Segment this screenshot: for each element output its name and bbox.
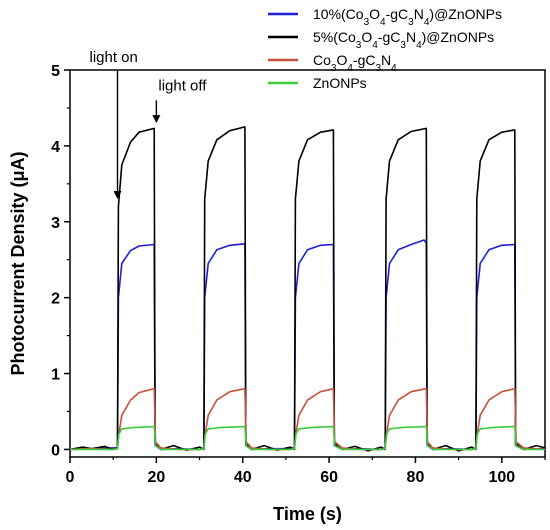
y-tick-label: 0 (51, 442, 60, 459)
x-tick-label: 100 (488, 469, 515, 486)
plot-area (69, 69, 546, 458)
subscript: 4 (424, 17, 430, 28)
legend-text-part: N (406, 29, 416, 45)
subscript: 4 (391, 63, 397, 74)
x-axis: 0 20 40 60 80 100 (66, 457, 546, 486)
series-line-3 (69, 387, 546, 451)
legend: 10%(Co3O4-gC3N4)@ZnONPs5%(Co3O4-gC3N4)@Z… (268, 6, 502, 91)
legend-text-part: -gC (378, 29, 401, 45)
subscript: 3 (408, 17, 414, 28)
series-line-2 (69, 126, 546, 452)
legend-text-part: O (369, 6, 380, 22)
x-tick-label: 60 (320, 469, 338, 486)
subscript: 3 (375, 63, 381, 74)
x-tick-label: 80 (407, 469, 425, 486)
series-group (69, 126, 546, 452)
legend-text-part: )@ZnONPs (422, 29, 495, 45)
y-tick-label: 1 (51, 367, 60, 384)
legend-text-part: -gC (386, 6, 409, 22)
light-off-label: light off (158, 77, 207, 94)
y-tick-label: 3 (51, 215, 60, 232)
legend-text-part: 10%(Co (313, 6, 364, 22)
legend-text-part: ZnONPs (313, 75, 367, 91)
subscript: 3 (400, 40, 406, 51)
subscript: 4 (380, 17, 386, 28)
y-axis-title: Photocurrent Density (μA) (8, 151, 28, 375)
x-tick-label: 20 (147, 469, 165, 486)
light-off-arrow-head (152, 115, 161, 124)
subscript: 4 (416, 40, 422, 51)
legend-text-part: )@ZnONPs (429, 6, 502, 22)
legend-text-part: O (336, 52, 347, 68)
legend-text-part: N (381, 52, 391, 68)
subscript: 3 (331, 63, 337, 74)
light-on-arrow-head (113, 191, 122, 199)
subscript: 4 (372, 40, 378, 51)
legend-text-part: 5%(Co (313, 29, 356, 45)
legend-label-4: ZnONPs (313, 75, 367, 91)
legend-text-part: N (414, 6, 424, 22)
legend-text-part: Co (313, 52, 331, 68)
legend-text-part: O (361, 29, 372, 45)
series-line-4 (70, 425, 545, 451)
y-tick-label: 4 (51, 139, 60, 156)
y-tick-label: 5 (51, 63, 60, 80)
subscript: 4 (347, 63, 353, 74)
y-axis: 0 1 2 3 4 5 (51, 63, 70, 459)
legend-label-1: 10%(Co3O4-gC3N4)@ZnONPs (313, 6, 502, 28)
x-axis-title: Time (s) (273, 504, 342, 524)
y-tick-label: 2 (51, 291, 60, 308)
light-on-label: light on (90, 49, 138, 66)
annotations: light on light off (90, 49, 207, 199)
plot-frame (69, 69, 546, 458)
legend-label-2: 5%(Co3O4-gC3N4)@ZnONPs (313, 29, 494, 51)
series-line-1 (69, 239, 546, 451)
legend-text-part: -gC (353, 52, 376, 68)
legend-label-3: Co3O4-gC3N4 (313, 52, 397, 74)
x-tick-label: 40 (234, 469, 252, 486)
subscript: 3 (356, 40, 362, 51)
subscript: 3 (364, 17, 370, 28)
x-tick-label: 0 (66, 469, 75, 486)
